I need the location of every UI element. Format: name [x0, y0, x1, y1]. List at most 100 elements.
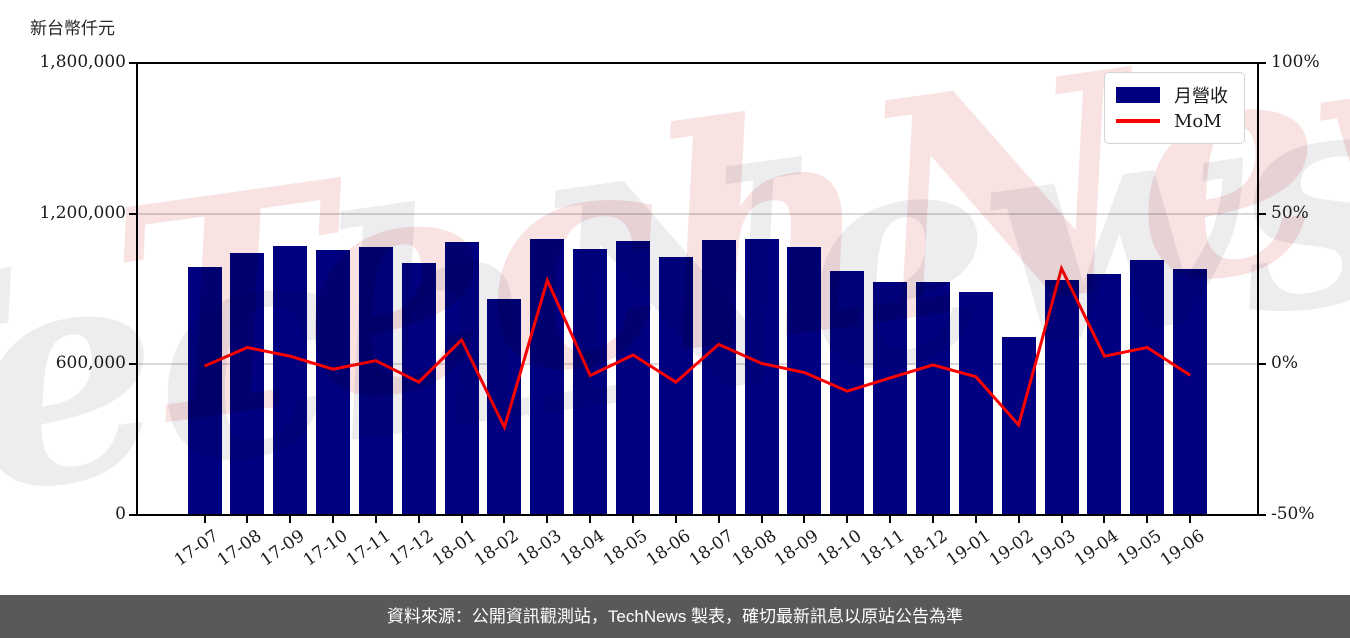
bar-17-11	[358, 246, 393, 515]
left-tick-3	[129, 62, 137, 64]
bar-17-07	[187, 266, 222, 515]
legend-item-revenue: 月營收	[1116, 82, 1228, 108]
bar-19-01	[958, 291, 993, 515]
legend-item-mom: MoM	[1116, 108, 1228, 134]
right-tick-label-3: 100%	[1271, 52, 1320, 72]
bar-18-12	[915, 282, 950, 515]
bar-18-08	[744, 239, 779, 515]
bar-17-08	[230, 252, 265, 515]
x-tick-label-18-09: 18-09	[771, 526, 823, 571]
x-tick-label-19-04: 19-04	[1071, 526, 1123, 571]
x-tick-label-18-04: 18-04	[557, 526, 609, 571]
x-tick-17-07	[203, 515, 206, 523]
x-tick-18-03	[546, 515, 549, 523]
x-tick-label-19-01: 19-01	[942, 526, 995, 571]
bar-18-09	[787, 246, 822, 515]
x-tick-label-18-06: 18-06	[642, 526, 695, 571]
legend-line-label: MoM	[1174, 110, 1222, 132]
x-tick-label-17-08: 17-08	[214, 526, 266, 571]
x-tick-18-12	[931, 515, 934, 523]
mom-line	[203, 264, 1191, 432]
bar-18-04	[573, 249, 608, 515]
x-tick-18-10	[846, 515, 849, 523]
x-tick-19-05	[1146, 515, 1149, 523]
x-tick-label-19-06: 19-06	[1156, 526, 1209, 571]
x-tick-label-18-10: 18-10	[814, 526, 866, 571]
left-tick-0	[129, 514, 137, 516]
axis-spine-right	[1257, 62, 1259, 516]
legend: 月營收 MoM	[1104, 72, 1245, 144]
bar-18-01	[444, 242, 479, 515]
legend-bar-label: 月營收	[1174, 86, 1228, 107]
axis-spine-bottom	[136, 514, 1259, 516]
x-tick-17-10	[332, 515, 335, 523]
legend-line-swatch	[1116, 119, 1160, 123]
x-tick-19-02	[1017, 515, 1020, 523]
bar-19-05	[1130, 260, 1165, 515]
x-tick-label-19-05: 19-05	[1114, 526, 1166, 571]
x-tick-label-17-11: 17-11	[342, 526, 395, 571]
x-tick-19-06	[1189, 515, 1192, 523]
right-tick-0	[1258, 514, 1266, 516]
x-tick-18-09	[803, 515, 806, 523]
left-tick-label-2: 1,200,000	[39, 202, 126, 223]
footer-caption: 資料來源：公開資訊觀測站，TechNews 製表，確切最新訊息以原站公告為準	[0, 595, 1350, 638]
x-tick-label-18-11: 18-11	[856, 526, 909, 571]
x-tick-label-17-09: 17-09	[257, 526, 309, 571]
bar-18-07	[701, 240, 736, 515]
x-tick-18-08	[760, 515, 763, 523]
axis-spine-top	[136, 62, 1259, 64]
bar-18-06	[658, 257, 693, 515]
gridline-1200000	[137, 212, 1258, 215]
right-tick-3	[1258, 62, 1266, 64]
y-axis-title: 新台幣仟元	[30, 19, 115, 39]
bar-19-03	[1044, 280, 1079, 515]
x-tick-label-17-07: 17-07	[171, 526, 223, 571]
x-tick-label-19-02: 19-02	[985, 526, 1038, 571]
left-tick-1	[129, 363, 137, 366]
x-tick-label-18-01: 18-01	[428, 526, 481, 571]
x-tick-18-05	[632, 515, 634, 523]
plot-area: 月營收 MoM	[136, 62, 1259, 516]
right-tick-label-0: -50%	[1271, 504, 1315, 524]
bar-19-04	[1087, 273, 1122, 515]
x-tick-17-11	[374, 515, 377, 523]
x-tick-label-18-02: 18-02	[471, 526, 523, 571]
axis-spine-left	[136, 62, 138, 516]
bar-17-12	[401, 262, 436, 515]
x-tick-18-11	[889, 515, 892, 523]
right-tick-2	[1258, 212, 1266, 215]
x-tick-18-06	[674, 515, 677, 523]
x-tick-label-18-05: 18-05	[599, 526, 652, 571]
right-tick-label-2: 50%	[1271, 202, 1309, 223]
left-tick-label-0: 0	[115, 504, 126, 524]
x-tick-label-18-12: 18-12	[899, 526, 952, 571]
x-tick-17-12	[417, 515, 420, 523]
bar-17-10	[316, 250, 351, 515]
legend-bar-swatch	[1116, 87, 1160, 103]
x-tick-17-08	[246, 515, 249, 523]
bar-17-09	[273, 245, 308, 515]
left-tick-label-3: 1,800,000	[39, 52, 126, 72]
x-tick-label-18-07: 18-07	[685, 526, 738, 571]
bar-19-06	[1173, 269, 1208, 515]
x-tick-label-17-10: 17-10	[299, 526, 352, 571]
x-tick-label-18-03: 18-03	[514, 526, 566, 571]
x-tick-18-01	[460, 515, 463, 523]
x-tick-18-07	[717, 515, 720, 523]
x-tick-17-09	[289, 515, 292, 523]
x-tick-19-03	[1060, 515, 1063, 523]
right-tick-label-1: 0%	[1271, 353, 1298, 374]
x-tick-label-18-08: 18-08	[728, 526, 781, 571]
x-tick-label-17-12: 17-12	[385, 526, 438, 571]
left-tick-label-1: 600,000	[55, 353, 126, 374]
x-tick-19-04	[1103, 515, 1106, 523]
x-tick-18-04	[589, 515, 592, 523]
bar-18-11	[873, 281, 908, 515]
right-tick-1	[1258, 363, 1266, 366]
x-tick-18-02	[503, 515, 506, 523]
x-tick-label-19-03: 19-03	[1028, 526, 1080, 571]
bar-18-10	[830, 270, 865, 515]
left-tick-2	[129, 212, 137, 215]
